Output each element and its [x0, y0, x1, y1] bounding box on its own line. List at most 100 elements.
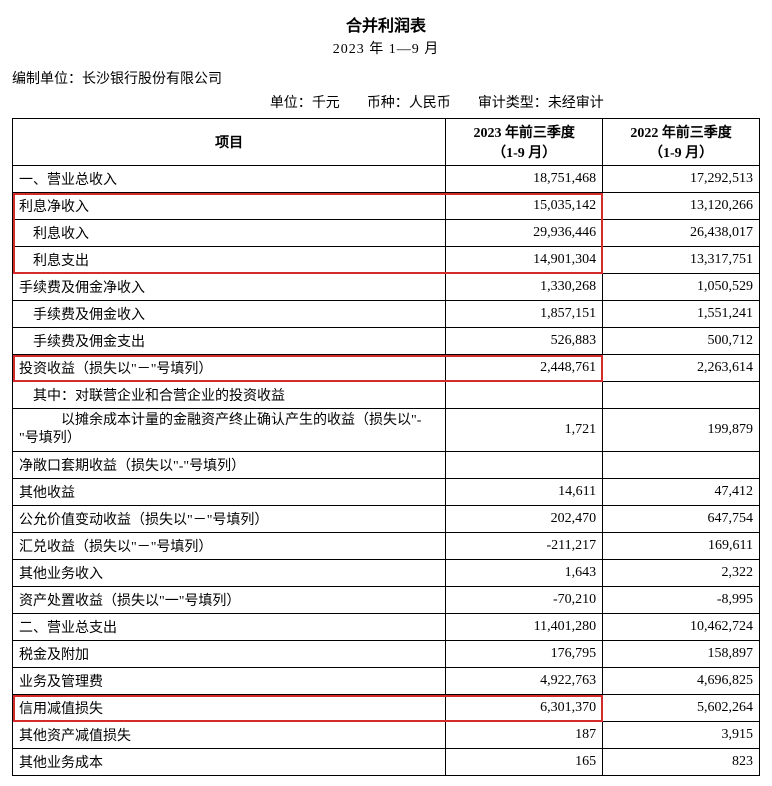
row-value-2022: 13,317,751: [603, 247, 760, 274]
row-value-2023: 1,721: [446, 409, 603, 452]
col-header-2023: 2023 年前三季度 （1-9 月）: [446, 119, 603, 166]
table-body: 一、营业总收入18,751,46817,292,513利息净收入15,035,1…: [13, 166, 760, 776]
row-value-2023: -211,217: [446, 533, 603, 560]
table-row: 税金及附加176,795158,897: [13, 641, 760, 668]
table-row: 一、营业总收入18,751,46817,292,513: [13, 166, 760, 193]
row-value-2022: 47,412: [603, 479, 760, 506]
row-label: 信用减值损失: [13, 695, 446, 722]
table-row: 汇兑收益（损失以"－"号填列）-211,217169,611: [13, 533, 760, 560]
meta-line: 单位：千元 币种：人民币 审计类型：未经审计: [12, 92, 760, 112]
row-value-2023: 1,330,268: [446, 274, 603, 301]
table-header-row: 项目 2023 年前三季度 （1-9 月） 2022 年前三季度 （1-9 月）: [13, 119, 760, 166]
preparer-label: 编制单位：: [12, 72, 82, 87]
row-value-2022: 158,897: [603, 641, 760, 668]
table-row: 净敞口套期收益（损失以"-"号填列）: [13, 452, 760, 479]
row-label: 资产处置收益（损失以"一"号填列）: [13, 587, 446, 614]
row-value-2023: 1,643: [446, 560, 603, 587]
col-header-2022b: （1-9 月）: [609, 142, 753, 162]
row-value-2023: [446, 382, 603, 409]
row-value-2022: 2,263,614: [603, 355, 760, 382]
table-row: 利息净收入15,035,14213,120,266: [13, 193, 760, 220]
table-wrap: 项目 2023 年前三季度 （1-9 月） 2022 年前三季度 （1-9 月）…: [12, 118, 760, 776]
unit-label: 单位：: [270, 92, 312, 112]
row-value-2023: 6,301,370: [446, 695, 603, 722]
row-label: 利息支出: [13, 247, 446, 274]
report-title: 合并利润表: [12, 12, 760, 36]
row-value-2023: 2,448,761: [446, 355, 603, 382]
row-label: 利息收入: [13, 220, 446, 247]
audit-label: 审计类型：: [478, 92, 548, 112]
table-row: 其他收益14,61147,412: [13, 479, 760, 506]
col-header-2022a: 2022 年前三季度: [609, 122, 753, 142]
table-row: 手续费及佣金收入1,857,1511,551,241: [13, 301, 760, 328]
row-value-2022: 647,754: [603, 506, 760, 533]
currency-value: 人民币: [409, 92, 451, 112]
row-value-2023: 14,901,304: [446, 247, 603, 274]
row-label: 税金及附加: [13, 641, 446, 668]
row-value-2022: 1,551,241: [603, 301, 760, 328]
row-label: 以摊余成本计量的金融资产终止确认产生的收益（损失以"-"号填列）: [13, 409, 446, 452]
unit-value: 千元: [312, 92, 340, 112]
row-value-2022: 26,438,017: [603, 220, 760, 247]
col-header-2023a: 2023 年前三季度: [452, 122, 596, 142]
row-value-2022: 4,696,825: [603, 668, 760, 695]
row-value-2023: 4,922,763: [446, 668, 603, 695]
row-value-2022: 13,120,266: [603, 193, 760, 220]
row-value-2023: 176,795: [446, 641, 603, 668]
table-row: 业务及管理费4,922,7634,696,825: [13, 668, 760, 695]
table-row: 其他资产减值损失1873,915: [13, 722, 760, 749]
row-value-2023: 18,751,468: [446, 166, 603, 193]
row-value-2023: 29,936,446: [446, 220, 603, 247]
row-label: 手续费及佣金净收入: [13, 274, 446, 301]
row-value-2022: 17,292,513: [603, 166, 760, 193]
preparer-value: 长沙银行股份有限公司: [82, 72, 222, 87]
col-header-2022: 2022 年前三季度 （1-9 月）: [603, 119, 760, 166]
row-value-2023: 1,857,151: [446, 301, 603, 328]
row-value-2022: 10,462,724: [603, 614, 760, 641]
table-row: 利息支出14,901,30413,317,751: [13, 247, 760, 274]
audit-value: 未经审计: [548, 92, 604, 112]
row-value-2022: [603, 452, 760, 479]
row-value-2023: 187: [446, 722, 603, 749]
table-row: 手续费及佣金支出526,883500,712: [13, 328, 760, 355]
row-value-2023: 202,470: [446, 506, 603, 533]
row-label: 业务及管理费: [13, 668, 446, 695]
row-value-2022: 199,879: [603, 409, 760, 452]
row-value-2023: 14,611: [446, 479, 603, 506]
row-value-2022: 1,050,529: [603, 274, 760, 301]
row-label: 汇兑收益（损失以"－"号填列）: [13, 533, 446, 560]
row-label: 利息净收入: [13, 193, 446, 220]
table-row: 其中：对联营企业和合营企业的投资收益: [13, 382, 760, 409]
row-value-2022: 823: [603, 749, 760, 776]
row-value-2023: 15,035,142: [446, 193, 603, 220]
preparer-line: 编制单位：长沙银行股份有限公司: [12, 68, 760, 88]
table-row: 手续费及佣金净收入1,330,2681,050,529: [13, 274, 760, 301]
row-label: 其他收益: [13, 479, 446, 506]
table-row: 信用减值损失6,301,3705,602,264: [13, 695, 760, 722]
row-label: 二、营业总支出: [13, 614, 446, 641]
table-row: 其他业务收入1,6432,322: [13, 560, 760, 587]
row-value-2022: 2,322: [603, 560, 760, 587]
row-value-2023: -70,210: [446, 587, 603, 614]
row-label: 其他业务收入: [13, 560, 446, 587]
row-value-2022: [603, 382, 760, 409]
table-row: 利息收入29,936,44626,438,017: [13, 220, 760, 247]
report-period: 2023 年 1—9 月: [12, 38, 760, 58]
currency-label: 币种：: [367, 92, 409, 112]
row-label: 手续费及佣金支出: [13, 328, 446, 355]
row-value-2022: 169,611: [603, 533, 760, 560]
row-value-2022: 5,602,264: [603, 695, 760, 722]
row-value-2023: 11,401,280: [446, 614, 603, 641]
table-row: 其他业务成本165823: [13, 749, 760, 776]
row-label: 其中：对联营企业和合营企业的投资收益: [13, 382, 446, 409]
row-value-2022: 500,712: [603, 328, 760, 355]
row-value-2022: -8,995: [603, 587, 760, 614]
row-label: 一、营业总收入: [13, 166, 446, 193]
row-value-2023: 165: [446, 749, 603, 776]
col-header-item: 项目: [13, 119, 446, 166]
row-label: 净敞口套期收益（损失以"-"号填列）: [13, 452, 446, 479]
row-value-2023: [446, 452, 603, 479]
income-statement-table: 项目 2023 年前三季度 （1-9 月） 2022 年前三季度 （1-9 月）…: [12, 118, 760, 776]
table-row: 以摊余成本计量的金融资产终止确认产生的收益（损失以"-"号填列）1,721199…: [13, 409, 760, 452]
table-row: 资产处置收益（损失以"一"号填列）-70,210-8,995: [13, 587, 760, 614]
